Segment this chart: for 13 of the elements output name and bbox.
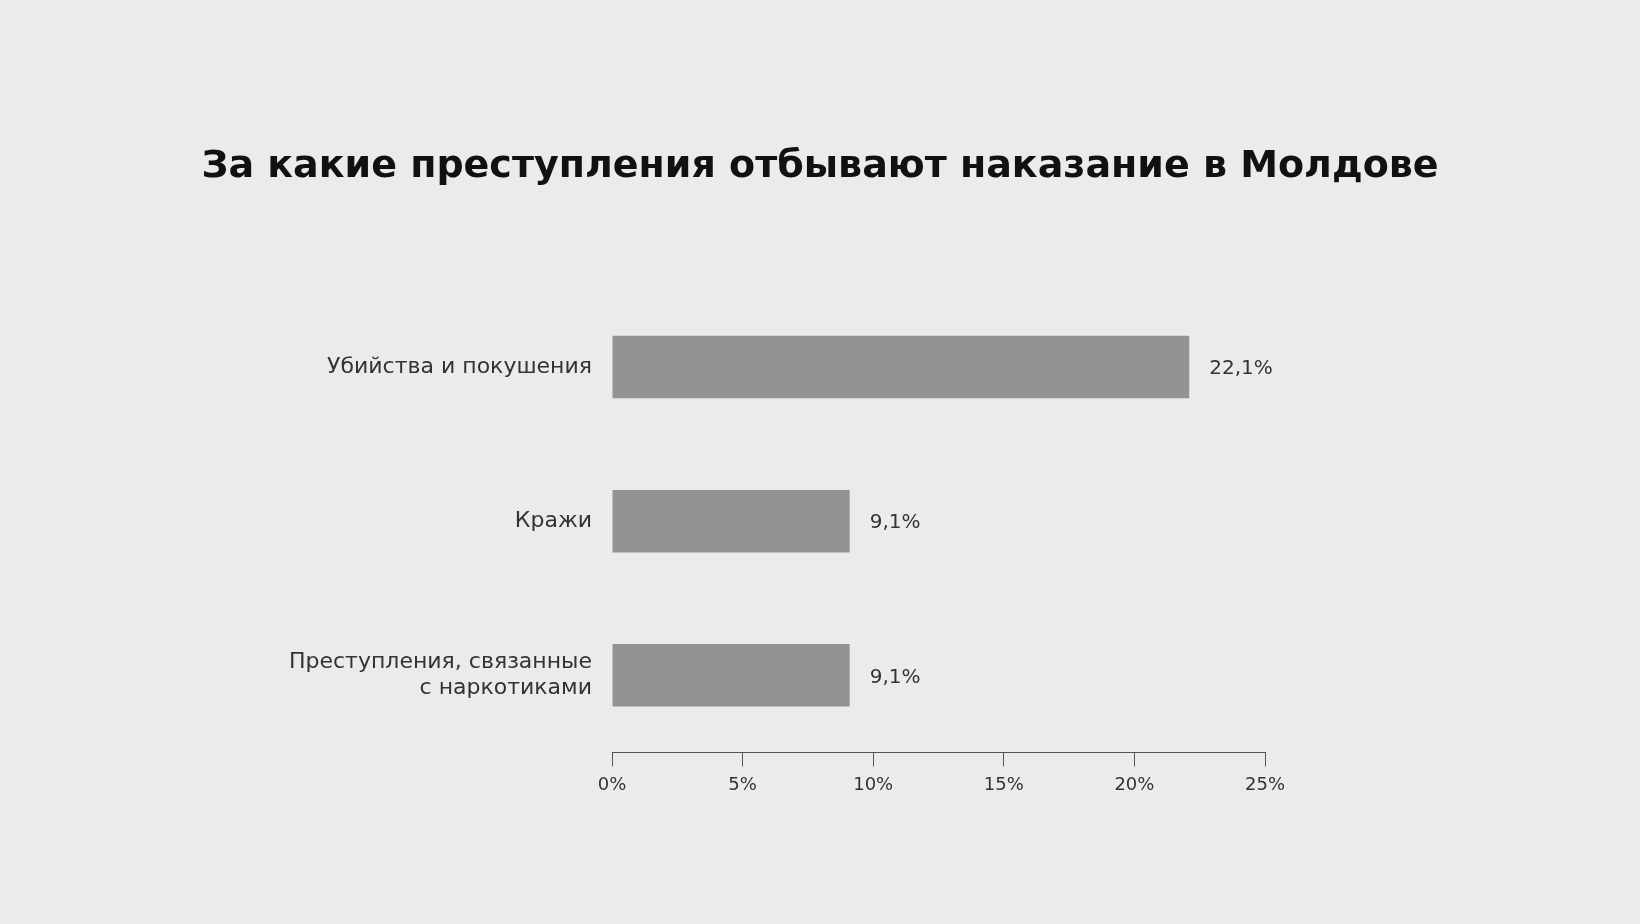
x-tick-label: 0% — [597, 772, 627, 794]
x-tick-label: 25% — [1244, 772, 1286, 794]
x-tick-label: 20% — [1114, 772, 1155, 794]
data-label: 22,1% — [1209, 355, 1273, 380]
x-tick-label: 5% — [728, 772, 757, 794]
chart-title: За какие преступления отбывают наказание в Молдове — [200, 142, 1440, 186]
x-tick-label: 10% — [853, 772, 894, 794]
data-label: 9,1% — [869, 509, 921, 534]
data-label: 9,1% — [869, 663, 921, 688]
y-tick-label: Преступления, связанные с наркотиками — [288, 647, 592, 700]
x-tick-label: 15% — [983, 772, 1024, 794]
y-tick-label: Убийства и покушения — [327, 352, 592, 378]
y-tick-label: Кражи — [514, 506, 592, 532]
